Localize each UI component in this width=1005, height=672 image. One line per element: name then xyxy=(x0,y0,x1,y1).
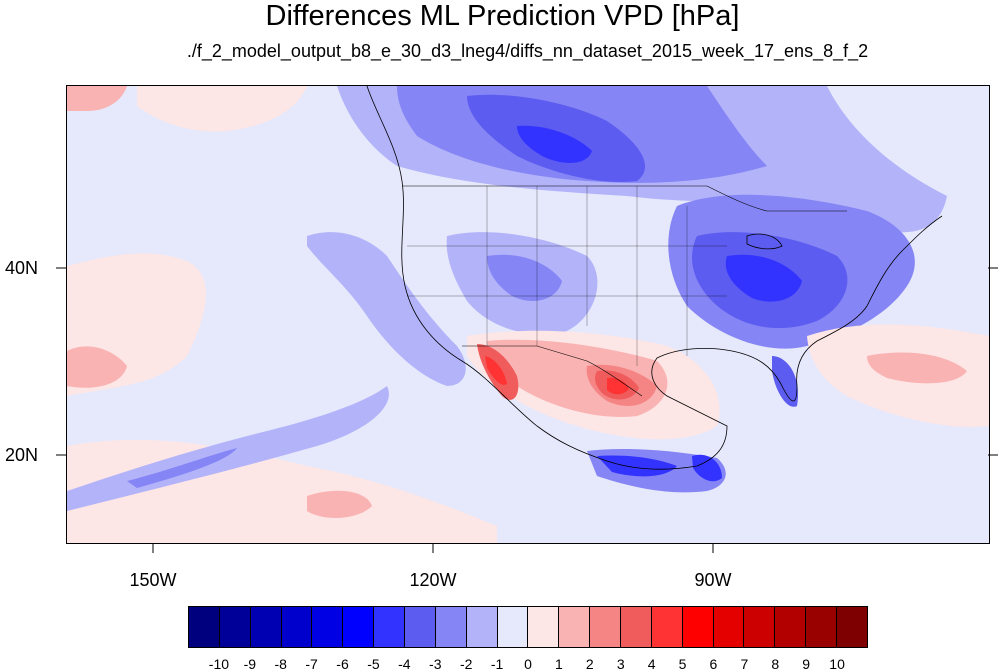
colorbar-box xyxy=(189,607,220,647)
colorbar-label: 10 xyxy=(829,656,845,672)
field-region-west-neg2 xyxy=(487,254,562,301)
field-region-florida-neg xyxy=(772,356,798,407)
field-region-yucatan-neg xyxy=(692,454,722,482)
field-region-texas-pos5 xyxy=(607,377,629,395)
colorbar-label: 8 xyxy=(771,656,780,672)
field-region-pacific-south-pos2 xyxy=(307,490,372,518)
map-panel xyxy=(66,85,990,544)
chart-title: Differences ML Prediction VPD [hPa] xyxy=(265,0,740,32)
colorbar-box xyxy=(744,607,776,647)
colorbar-label: -3 xyxy=(429,656,442,672)
colorbar-box xyxy=(806,607,838,647)
lon-label-120w: 120W xyxy=(409,570,457,590)
colorbar-box xyxy=(497,607,529,647)
border-us-mexico xyxy=(462,345,643,397)
field-region-mexico-south-neg2 xyxy=(597,455,677,477)
border-us-canada xyxy=(402,185,847,212)
colorbar-label: 1 xyxy=(555,656,563,672)
colorbar-label: -4 xyxy=(398,656,411,672)
colorbar-label: 3 xyxy=(616,656,625,672)
chart-subtitle: ./f_2_model_output_b8_e_30_d3_lneg4/diff… xyxy=(186,41,869,61)
colorbar-box xyxy=(405,607,436,647)
colorbar-label: 2 xyxy=(585,656,594,672)
colorbar-box xyxy=(775,607,807,647)
colorbar-label: 9 xyxy=(802,656,811,672)
colorbar-box xyxy=(590,607,622,647)
colorbar-label: -2 xyxy=(459,656,473,672)
field-region-atlantic-pos2 xyxy=(867,352,967,384)
colorbar-label: -9 xyxy=(243,656,257,672)
colorbar-label: 7 xyxy=(740,656,749,672)
lat-label-40n: 40N xyxy=(4,258,38,278)
coastline-north-america xyxy=(366,86,943,470)
field-region-north-pacific-pos xyxy=(137,86,307,132)
colorbar-box xyxy=(528,607,560,647)
colorbar-box xyxy=(435,607,467,647)
field-region-alaska-pos xyxy=(67,86,127,111)
colorbar-label: 5 xyxy=(678,656,687,672)
colorbar xyxy=(188,606,868,648)
colorbar-label: 6 xyxy=(709,656,718,672)
colorbar-label: 4 xyxy=(647,656,656,672)
colorbar-box xyxy=(621,607,652,647)
colorbar-label: -7 xyxy=(305,656,318,672)
colorbar-box xyxy=(312,607,344,647)
lat-label-20n: 20N xyxy=(4,445,38,465)
map-field xyxy=(67,86,989,543)
colorbar-label: -1 xyxy=(490,656,504,672)
colorbar-box xyxy=(713,607,745,647)
field-region-canada-neg4 xyxy=(517,125,592,163)
coastline-great-lakes xyxy=(746,233,783,250)
field-region-coast-neg xyxy=(307,232,466,386)
colorbar-box xyxy=(559,607,591,647)
colorbar-box xyxy=(374,607,406,647)
field-region-pacific-band-neg2 xyxy=(127,448,237,488)
colorbar-box xyxy=(682,607,714,647)
colorbar-box xyxy=(837,607,867,647)
colorbar-label: -5 xyxy=(367,656,380,672)
field-region-pacific-west-pos2 xyxy=(67,346,127,388)
colorbar-box xyxy=(466,607,498,647)
colorbar-box xyxy=(343,607,375,647)
colorbar-box xyxy=(281,607,313,647)
colorbar-label: -8 xyxy=(274,656,287,672)
colorbar-box xyxy=(651,607,683,647)
colorbar-label: 0 xyxy=(524,656,532,672)
colorbar-label: -6 xyxy=(336,656,349,672)
colorbar-label: -10 xyxy=(208,656,230,672)
field-region-baja-pos2 xyxy=(485,356,507,385)
lon-label-150w: 150W xyxy=(129,570,177,590)
colorbar-box xyxy=(219,607,251,647)
field-region-east-neg3 xyxy=(725,254,802,302)
lon-label-90w: 90W xyxy=(694,570,732,590)
colorbar-box xyxy=(250,607,282,647)
state-lines xyxy=(407,186,727,366)
